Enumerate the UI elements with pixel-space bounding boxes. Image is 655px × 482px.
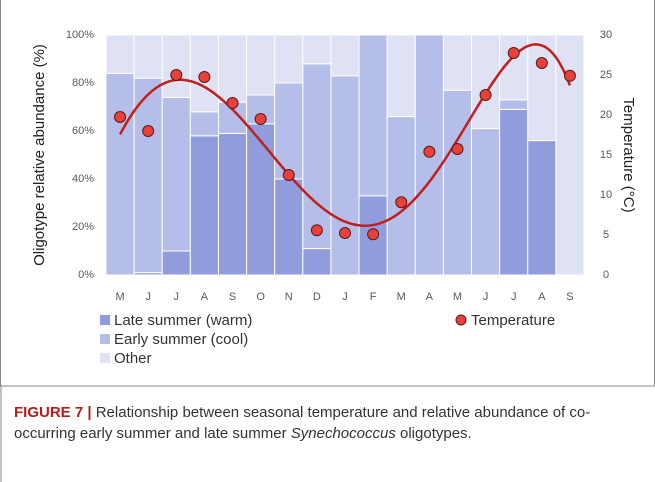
temperature-point <box>282 169 295 181</box>
bar-segment <box>386 34 416 118</box>
x-tick-label: J <box>483 291 489 303</box>
temperature-point <box>423 145 436 158</box>
y-tick-label: 100% <box>66 29 94 41</box>
bar-segment <box>330 34 360 77</box>
temperature-point <box>310 224 323 237</box>
y-tick-label: 20% <box>72 221 94 233</box>
temperature-point <box>142 125 155 137</box>
x-tick-label: M <box>115 291 124 303</box>
bar-segment <box>246 123 276 276</box>
temperature-point <box>339 227 351 239</box>
y-tick-label: 60% <box>72 125 94 137</box>
bar-segment <box>161 34 191 98</box>
x-tick-label: F <box>370 291 377 303</box>
temperature-point <box>114 111 127 123</box>
temperature-point <box>395 196 408 209</box>
bar-segment <box>189 111 219 137</box>
x-tick-label: M <box>453 291 462 303</box>
x-tick-label: J <box>174 291 180 303</box>
caption-text: Relationship between seasonal temperatur… <box>14 404 591 442</box>
legend-label: Temperature <box>471 312 555 329</box>
x-tick-label: J <box>145 291 151 303</box>
x-tick-label: J <box>342 291 348 303</box>
plot: 0% 20% 40% 60% 80% 100% 0 5 10 15 20 25 30 M J J A S O N D J F… <box>66 29 612 303</box>
x-tick-label: A <box>538 291 546 303</box>
x-tick-label: S <box>566 291 573 303</box>
bar-segment <box>302 34 332 65</box>
temperature-point <box>367 228 380 241</box>
temperature-point <box>563 69 576 82</box>
bar-segment <box>302 248 332 276</box>
x-tick-label: D <box>313 291 321 303</box>
bar-segment <box>274 178 304 276</box>
bar-segment <box>105 72 135 276</box>
bar-segment <box>161 250 191 276</box>
bar-segment <box>471 34 501 130</box>
legend-swatch <box>100 353 110 363</box>
bar-segment <box>330 75 360 276</box>
y2-tick-label: 10 <box>600 189 612 201</box>
y2-tick-label: 5 <box>603 229 609 241</box>
y2-axis-title: Temperature (°C) <box>620 97 637 212</box>
bar-segment <box>386 116 416 276</box>
y-tick-label: 40% <box>72 173 94 185</box>
y-axis-title: Oligotype relative abundance (%) <box>31 44 48 266</box>
bar-segment <box>442 89 473 276</box>
x-tick-label: N <box>285 291 293 303</box>
y-tick-label: 80% <box>72 77 94 89</box>
caption: FIGURE 7 | Relationship between seasonal… <box>14 402 624 444</box>
caption-italic: Synechococcus <box>290 425 396 442</box>
bar-segment <box>302 63 332 250</box>
legend-label: Early summer (cool) <box>114 331 248 348</box>
frame-edge <box>0 385 2 482</box>
bar-segment <box>189 135 219 276</box>
y2-tick-label: 0 <box>603 269 609 281</box>
bar-segment <box>527 140 557 276</box>
temperature-point <box>170 69 183 81</box>
bar-segment <box>499 108 529 276</box>
temperature-point <box>226 97 239 109</box>
temperature-point <box>535 57 548 69</box>
bar-segment <box>161 96 191 252</box>
bar-segment <box>358 34 388 197</box>
caption-label: FIGURE 7 | <box>14 404 92 421</box>
bar-segment <box>274 34 304 84</box>
legend-label: Late summer (warm) <box>114 312 252 329</box>
bar-segment <box>246 34 276 96</box>
bar-segment <box>217 34 248 103</box>
temperature-point <box>507 47 520 59</box>
x-tick-label: M <box>397 291 406 303</box>
y2-tick-label: 20 <box>600 109 612 121</box>
bar-segment <box>499 99 529 110</box>
y2-tick-label: 25 <box>600 69 612 81</box>
bar-segment <box>217 132 248 276</box>
legend-marker <box>455 314 467 326</box>
legend-label: Other <box>114 350 152 367</box>
y-tick-label: 0% <box>78 269 94 281</box>
legend-swatch <box>100 315 110 325</box>
x-tick-label: O <box>256 291 265 303</box>
temperature-point <box>254 113 267 125</box>
y2-tick-label: 15 <box>600 149 612 161</box>
trend-line <box>118 43 572 227</box>
y2-tick-label: 30 <box>600 29 612 41</box>
caption-text: oligotypes. <box>395 425 472 442</box>
bar-segment <box>133 34 163 79</box>
temperature-point <box>479 89 492 101</box>
bar-segment <box>471 128 501 276</box>
x-tick-label: J <box>511 291 517 303</box>
bar-segment <box>105 34 135 74</box>
bar-segment <box>442 34 473 91</box>
x-tick-label: S <box>229 291 236 303</box>
temperature-point <box>451 143 464 155</box>
x-tick-label: A <box>201 291 209 303</box>
legend-swatch <box>100 334 110 344</box>
x-tick-label: A <box>426 291 434 303</box>
temperature-point <box>198 71 211 83</box>
